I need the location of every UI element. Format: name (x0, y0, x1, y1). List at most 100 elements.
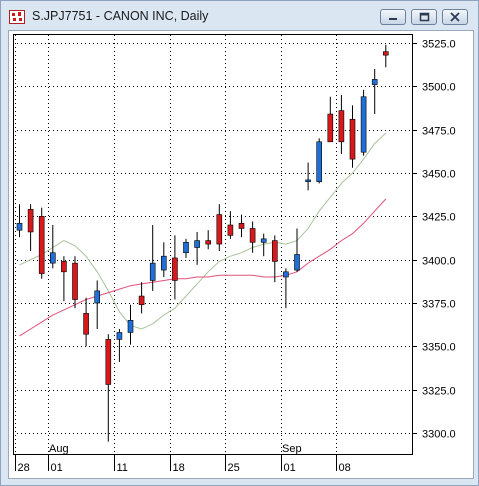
candle (371, 69, 378, 115)
title-bar[interactable]: S.JPJ7751 - CANON INC, Daily (1, 1, 478, 31)
ma-short-line (19, 132, 387, 330)
y-tick-label: 3350.0 (422, 342, 456, 354)
candle-body (316, 141, 323, 182)
x-tick-label: 08 (339, 462, 351, 474)
candle-body (227, 224, 234, 236)
candle (72, 256, 78, 309)
candles (16, 44, 389, 442)
candle-body (16, 222, 23, 231)
x-tick-label: 01 (284, 462, 296, 474)
candle-body (183, 242, 189, 254)
x-tick-label: 25 (228, 462, 240, 474)
candle (382, 44, 389, 68)
candle (316, 138, 323, 184)
y-tick-label: 3525.0 (422, 39, 456, 51)
candle-body (371, 79, 378, 85)
ma-long-line (19, 198, 387, 337)
candle-body (83, 313, 89, 335)
month-label: Sep (282, 443, 302, 455)
candle (49, 225, 56, 269)
candle (338, 95, 345, 154)
candle (227, 211, 234, 239)
candle (138, 282, 145, 314)
candle (271, 235, 278, 283)
candle-body (260, 238, 267, 243)
candle-body (360, 96, 367, 153)
candle-body (172, 257, 178, 281)
candle-body (38, 216, 45, 274)
candle-body (205, 240, 211, 245)
y-tick-label: 3325.0 (422, 386, 456, 398)
y-tick-label: 3300.0 (422, 429, 456, 441)
candle (283, 268, 289, 309)
close-button[interactable] (442, 9, 468, 25)
candle (183, 238, 189, 258)
candle (194, 231, 200, 265)
candle-body (283, 271, 289, 278)
candle-body (338, 110, 345, 143)
x-axis: 28 01 11 18 25 01 08 Aug Sep (15, 443, 351, 474)
y-tick-label: 3375.0 (422, 299, 456, 311)
minimize-icon (389, 18, 397, 20)
candle (305, 162, 311, 191)
candle-body (61, 261, 67, 273)
candle (61, 256, 67, 302)
candle (216, 204, 223, 251)
candle (127, 304, 134, 345)
candle (161, 242, 167, 277)
grid (13, 35, 413, 455)
y-tick-label: 3475.0 (422, 126, 456, 138)
candle-body (94, 290, 100, 304)
candle-body (349, 118, 356, 160)
candle (172, 235, 178, 300)
restore-icon (419, 12, 430, 22)
candle (83, 297, 89, 347)
candle-body (105, 339, 112, 385)
candle-body (294, 254, 300, 271)
candle (294, 228, 300, 272)
month-label: Aug (49, 443, 69, 455)
candle (327, 96, 334, 143)
candle-body (327, 113, 334, 143)
close-icon (450, 12, 460, 22)
chart-area[interactable]: 3525.0 3500.0 3475.0 3450.0 3425.0 3400.0 3375… (8, 30, 474, 479)
candle (238, 214, 245, 238)
moving-averages (19, 132, 387, 337)
x-tick-label: 11 (117, 462, 128, 474)
y-tick-label: 3425.0 (422, 212, 456, 224)
candle (94, 280, 100, 329)
candle-body (138, 295, 145, 306)
candle-body (116, 332, 123, 340)
window-title: S.JPJ7751 - CANON INC, Daily (32, 9, 209, 23)
candle (349, 105, 356, 168)
candle-body (72, 262, 78, 300)
candle-body (127, 320, 134, 333)
y-tick-label: 3400.0 (422, 256, 456, 268)
candle (205, 230, 211, 250)
price-chart[interactable]: 3525.0 3500.0 3475.0 3450.0 3425.0 3400.0 3375… (9, 31, 473, 478)
candle-body (194, 240, 200, 248)
candle-body (161, 255, 167, 271)
candle (16, 204, 23, 238)
candle (27, 204, 34, 251)
candle (149, 225, 156, 291)
candle-body (216, 214, 223, 245)
candle-body (27, 209, 34, 233)
candle-body (249, 228, 256, 243)
y-tick-label: 3450.0 (422, 169, 456, 181)
candle (360, 89, 367, 156)
x-tick-label: 01 (51, 462, 63, 474)
candle (260, 233, 267, 257)
candle-body (305, 179, 311, 182)
chart-app-icon (9, 10, 25, 24)
candle (116, 329, 123, 362)
candle-body (238, 222, 245, 229)
candle-body (382, 51, 389, 56)
restore-button[interactable] (411, 9, 437, 25)
minimize-button[interactable] (380, 9, 406, 25)
x-tick-label: 28 (18, 462, 30, 474)
candle (38, 207, 45, 279)
candle-body (271, 240, 278, 262)
candle-body (149, 262, 156, 281)
